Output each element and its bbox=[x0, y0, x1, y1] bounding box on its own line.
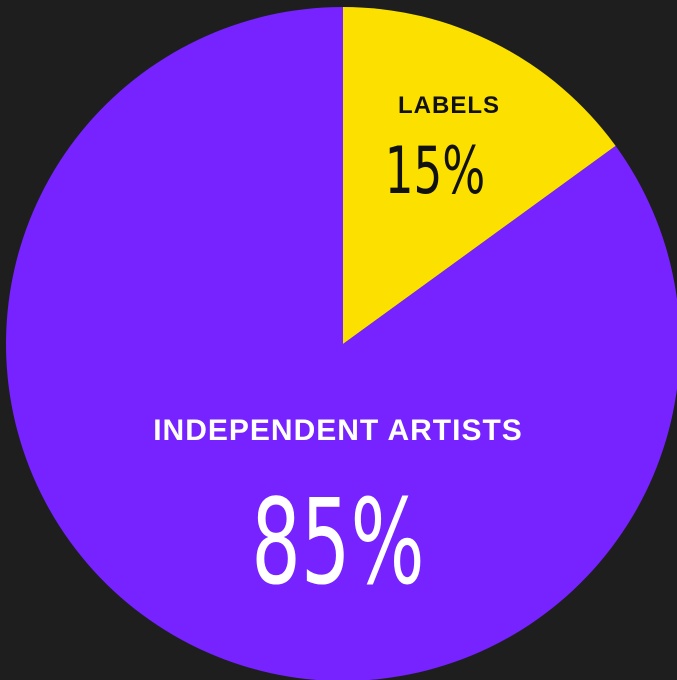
pie-slice-independent-artists bbox=[6, 7, 677, 680]
slice-value-labels: 15% bbox=[385, 134, 486, 209]
pie-slices bbox=[6, 7, 677, 680]
pie-labels: LABELS 15% INDEPENDENT ARTISTS 85% bbox=[153, 92, 523, 611]
slice-value-independent-artists: 85% bbox=[251, 473, 424, 611]
pie-slice-labels bbox=[343, 7, 616, 344]
slice-label-labels: LABELS bbox=[398, 92, 500, 119]
slice-label-independent-artists: INDEPENDENT ARTISTS bbox=[153, 414, 523, 447]
